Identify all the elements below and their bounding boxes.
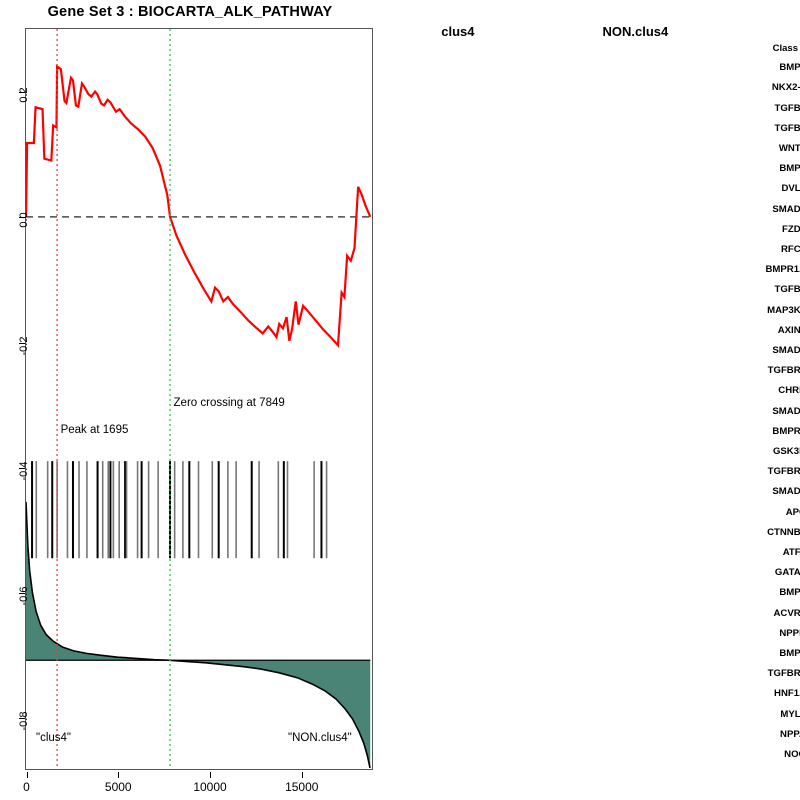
gene-label: TGFBR1 [767, 466, 800, 478]
gene-label: NOG [784, 748, 800, 760]
gene-label: TGFBR3 [767, 365, 800, 377]
gene-label: MYL2 [780, 708, 800, 720]
gene-label: ATF2 [782, 546, 800, 558]
class-row-label: Class [772, 43, 798, 54]
gene-label: TGFB2 [774, 284, 800, 296]
gene-label: AXIN1 [777, 324, 800, 336]
gene-label: NKX2-5 [771, 82, 800, 94]
gene-label: BMP4 [779, 587, 800, 599]
y-axis-tick [19, 92, 25, 94]
heatmap-group-label-right: NON.clus4 [602, 24, 669, 39]
x-axis-label: 10000 [193, 780, 227, 794]
x-axis-tick [26, 772, 28, 778]
y-axis-tick [19, 342, 25, 344]
heatmap-group-label-left: clus4 [441, 24, 475, 39]
gene-label: BMPR1A [765, 264, 800, 276]
gene-label: WNT1 [778, 142, 800, 154]
gene-label: FZD1 [782, 223, 800, 235]
y-axis-label: -0.6 [18, 586, 30, 606]
enrichment-score-curve [26, 64, 371, 348]
gene-label: ACVR1 [773, 607, 800, 619]
gene-label: BMP5 [779, 62, 800, 74]
x-axis-label: 15000 [285, 780, 319, 794]
gene-label: RFC1 [780, 243, 800, 255]
y-axis-label: -0.8 [18, 711, 30, 731]
y-axis-tick [19, 217, 25, 219]
heatmap-title: Heat Map for Genes in Gene Set [780, 8, 800, 23]
phenotype-label-right: "NON.clus4" [288, 732, 352, 744]
heatmap-panel: Heat Map for Genes in Gene Set clus4 NON… [380, 0, 800, 800]
gene-label: BMP2 [779, 163, 800, 175]
gene-label: SMAD1 [772, 486, 800, 498]
gene-label: SMAD5 [772, 405, 800, 417]
gene-label: GATA4 [774, 567, 800, 579]
gene-label: MAP3K7 [767, 304, 800, 316]
y-axis-label: 0.0 [18, 212, 30, 229]
gene-label: NPPA [780, 728, 800, 740]
enrichment-plot-box [25, 28, 373, 770]
x-axis-tick [301, 772, 303, 778]
gene-label: GSK3B [772, 445, 800, 457]
x-axis-label: 5000 [104, 780, 132, 794]
y-axis-label: 0.2 [18, 87, 30, 103]
gene-label: SMAD6 [772, 203, 800, 215]
ranking-metric-curve [26, 501, 371, 768]
gene-set-title: Gene Set 3 : BIOCARTA_ALK_PATHWAY [47, 4, 333, 20]
gene-label: SMAD4 [772, 344, 800, 356]
gene-label: CHRD [778, 385, 800, 397]
gene-label: CTNNB1 [767, 526, 800, 538]
gene-label: HNF1A [774, 688, 800, 700]
x-axis-tick [118, 772, 120, 778]
y-axis-tick [19, 593, 25, 595]
gene-label: APC [785, 506, 800, 518]
x-axis-tick [210, 772, 211, 778]
y-axis-label: -0.2 [18, 336, 30, 356]
y-axis-tick [19, 467, 25, 469]
x-axis-label: 0 [23, 780, 30, 794]
gene-label: TGFB3 [774, 122, 800, 134]
gene-label: TGFBR2 [767, 668, 800, 680]
gene-label: BMPR2 [772, 425, 800, 437]
zero-crossing-annotation: Zero crossing at 7849 [173, 397, 285, 409]
enrichment-plot-canvas [26, 29, 371, 768]
gene-label: TGFB1 [774, 102, 800, 114]
y-axis-label: -0.4 [18, 461, 30, 481]
gene-label: DVL1 [781, 183, 800, 195]
peak-annotation: Peak at 1695 [60, 424, 129, 436]
gsea-enrichment-panel: Gene Set 3 : BIOCARTA_ALK_PATHWAY 0.2 0.0… [0, 0, 380, 800]
gene-label: BMP7 [779, 647, 800, 659]
phenotype-label-left: "clus4" [36, 732, 72, 744]
y-axis-tick [19, 718, 25, 720]
